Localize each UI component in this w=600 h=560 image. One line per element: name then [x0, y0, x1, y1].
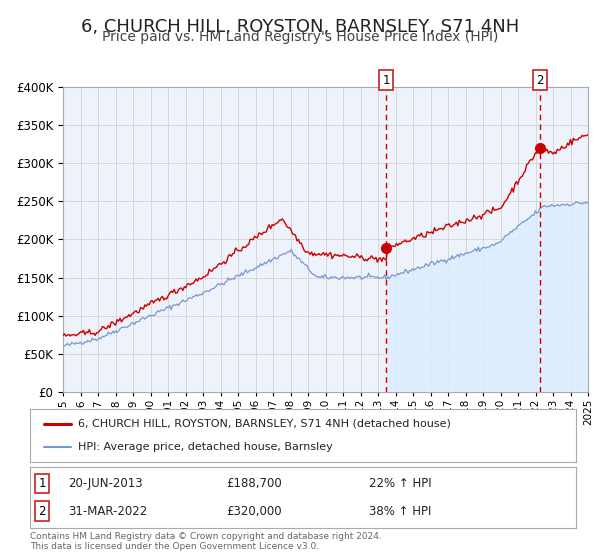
Text: Price paid vs. HM Land Registry's House Price Index (HPI): Price paid vs. HM Land Registry's House …: [102, 30, 498, 44]
Text: 6, CHURCH HILL, ROYSTON, BARNSLEY, S71 4NH (detached house): 6, CHURCH HILL, ROYSTON, BARNSLEY, S71 4…: [78, 419, 451, 429]
Text: HPI: Average price, detached house, Barnsley: HPI: Average price, detached house, Barn…: [78, 442, 333, 452]
Text: 1: 1: [38, 477, 46, 490]
Text: This data is licensed under the Open Government Licence v3.0.: This data is licensed under the Open Gov…: [30, 542, 319, 550]
Text: £188,700: £188,700: [227, 477, 283, 490]
Text: 38% ↑ HPI: 38% ↑ HPI: [368, 505, 431, 517]
Text: 22% ↑ HPI: 22% ↑ HPI: [368, 477, 431, 490]
Text: 31-MAR-2022: 31-MAR-2022: [68, 505, 148, 517]
Text: 2: 2: [536, 74, 544, 87]
Text: £320,000: £320,000: [227, 505, 282, 517]
Text: 1: 1: [382, 74, 390, 87]
Text: 20-JUN-2013: 20-JUN-2013: [68, 477, 143, 490]
Text: 2: 2: [38, 505, 46, 517]
Text: Contains HM Land Registry data © Crown copyright and database right 2024.: Contains HM Land Registry data © Crown c…: [30, 532, 382, 541]
Text: 6, CHURCH HILL, ROYSTON, BARNSLEY, S71 4NH: 6, CHURCH HILL, ROYSTON, BARNSLEY, S71 4…: [81, 18, 519, 36]
